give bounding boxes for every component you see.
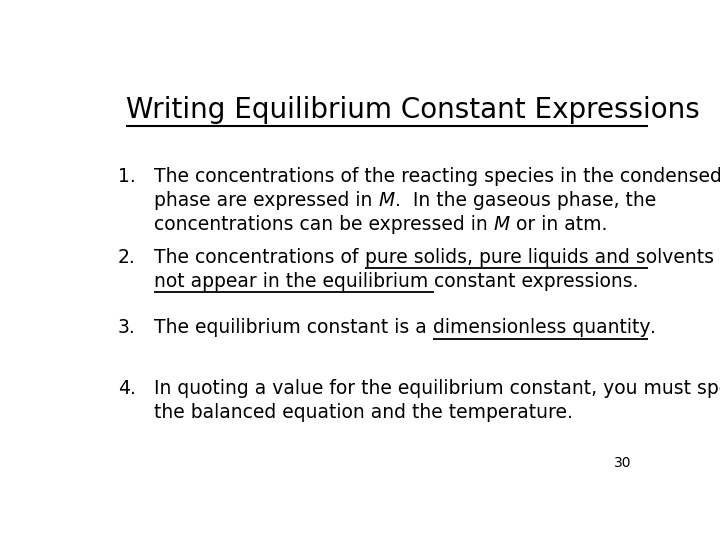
Text: or in atm.: or in atm. <box>510 215 608 234</box>
Text: .: . <box>650 319 657 338</box>
Text: dimensionless quantity: dimensionless quantity <box>433 319 650 338</box>
Text: In quoting a value for the equilibrium constant, you must specify: In quoting a value for the equilibrium c… <box>154 379 720 398</box>
Text: phase are expressed in: phase are expressed in <box>154 191 379 210</box>
Text: .  In the gaseous phase, the: . In the gaseous phase, the <box>395 191 656 210</box>
Text: 4.: 4. <box>118 379 136 398</box>
Text: The equilibrium constant is a: The equilibrium constant is a <box>154 319 433 338</box>
Text: pure solids, pure liquids and solvents do: pure solids, pure liquids and solvents d… <box>364 248 720 267</box>
Text: 3.: 3. <box>118 319 135 338</box>
Text: not appear in the equilibrium: not appear in the equilibrium <box>154 272 434 291</box>
Text: Writing Equilibrium Constant Expressions: Writing Equilibrium Constant Expressions <box>126 96 700 124</box>
Text: The concentrations of: The concentrations of <box>154 248 364 267</box>
Text: constant expressions.: constant expressions. <box>434 272 639 291</box>
Text: 30: 30 <box>613 456 631 470</box>
Text: M: M <box>379 191 395 210</box>
Text: concentrations can be expressed in: concentrations can be expressed in <box>154 215 494 234</box>
Text: The concentrations of the reacting species in the condensed: The concentrations of the reacting speci… <box>154 167 720 186</box>
Text: the balanced equation and the temperature.: the balanced equation and the temperatur… <box>154 403 573 422</box>
Text: M: M <box>494 215 510 234</box>
Text: 1.: 1. <box>118 167 135 186</box>
Text: 2.: 2. <box>118 248 135 267</box>
